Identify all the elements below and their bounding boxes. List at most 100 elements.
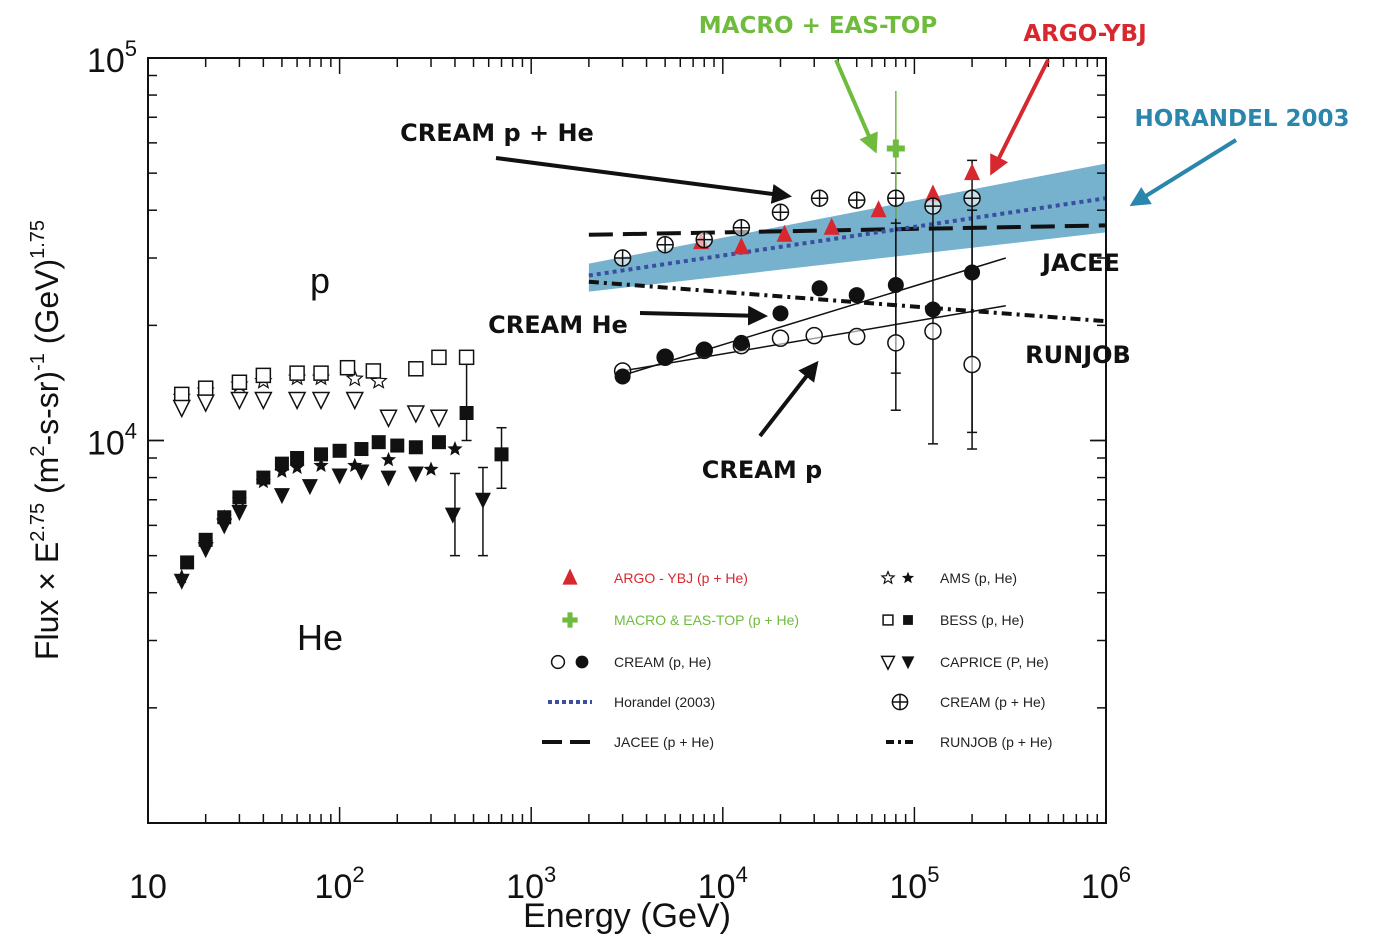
cream-p-he-open-point [847, 327, 866, 346]
bess-p-he-open-point [408, 361, 424, 377]
legend-label: CREAM (p, He) [614, 654, 711, 670]
ams-p-he-filled-point [423, 461, 439, 476]
cream-p-he--point [771, 203, 790, 222]
line-runjob-p-he- [588, 279, 1107, 324]
line-horandel-2003- [588, 196, 1107, 278]
bess-p-he-filled-point [332, 443, 347, 458]
cream-p-he-filled-point [614, 368, 631, 385]
arrow-cream-p-he [495, 156, 792, 204]
region-label-p: p [310, 260, 330, 301]
argo-ybj-p-he--point [776, 224, 793, 242]
argo-ybj-p-he--point [823, 217, 840, 235]
legend-label: BESS (p, He) [940, 612, 1024, 628]
caprice-p-he-open-point [172, 399, 191, 419]
legend-label: RUNJOB (p + He) [940, 734, 1052, 750]
legend-label: Horandel (2003) [614, 694, 715, 710]
caprice-p-he-filled-point [231, 505, 248, 522]
cream-p-he--point [924, 197, 942, 215]
annotation-arrows [495, 59, 1238, 438]
bess-p-he-filled-point [408, 440, 423, 455]
caprice-p-he-open-point [311, 391, 331, 411]
legend-symbol [562, 612, 578, 628]
bess-p-he-filled-point [354, 442, 369, 457]
argo-ybj-p-he--point [870, 200, 887, 218]
legend-label: MACRO & EAS-TOP (p + He) [614, 612, 799, 628]
cream-p-he-filled-point [657, 349, 674, 366]
annotation-macro-eas-top: MACRO + EAS-TOP [699, 13, 937, 39]
annotation-jacee: JACEE [1040, 249, 1120, 277]
arrow-macro [834, 59, 878, 154]
axis-ticks-layer [147, 57, 1107, 824]
y-tick-label: 105 [87, 36, 137, 80]
line-jacee-p-he- [588, 223, 1107, 237]
argo-ybj-p-he--point [924, 184, 941, 202]
macro-eas-top-p-he--point [886, 139, 905, 158]
cream-p-he--point [656, 235, 674, 254]
caprice-p-he-filled-point [407, 466, 424, 483]
bess-p-he-open-point [365, 363, 382, 379]
arrow-cream-he [639, 305, 768, 326]
bess-p-he-open-point [255, 367, 272, 384]
bess-p-he-open-point [197, 380, 214, 396]
legend-label: JACEE (p + He) [614, 734, 714, 750]
cream-p-he-filled-point [848, 287, 865, 304]
caprice-p-he-open-point [287, 391, 307, 411]
caprice-p-he-filled-point [380, 470, 397, 487]
annotation-cream-he: CREAM He [488, 311, 628, 339]
horandel-band [588, 163, 1106, 292]
caprice-p-he-filled-point [216, 518, 233, 535]
cream-p-he-filled-point [887, 276, 904, 293]
arrow-cream-p [758, 360, 819, 438]
bess-p-he-filled-point [371, 435, 386, 450]
caprice-p-he-filled-point [197, 542, 214, 559]
cream-p-he--point [810, 189, 829, 207]
cream-p-he-open-point [963, 355, 981, 374]
cream-p-he-open-point [887, 334, 905, 352]
caprice-p-he-open-point [196, 394, 215, 413]
region-label-he: He [297, 617, 343, 658]
cream-p-he-filled-point [964, 264, 981, 281]
legend-symbol [901, 656, 915, 670]
x-tick-label: 106 [1081, 862, 1131, 906]
x-tick-label: 103 [506, 862, 556, 906]
cream-p-he--point [887, 189, 905, 207]
ams-p-he-filled-point [313, 457, 329, 472]
x-tick-label: 105 [889, 862, 939, 906]
cream-p-he--point [695, 230, 713, 249]
ams-p-he-filled-point [447, 441, 463, 456]
caprice-p-he-filled-point [353, 464, 370, 481]
legend: ARGO - YBJ (p + He) MACRO & EAS-TOP (p + … [542, 568, 1052, 750]
x-tick-label: 104 [698, 862, 748, 906]
bess-p-he-open-point [231, 374, 248, 390]
line-fit-he [622, 257, 1007, 377]
caprice-p-he-open-point [230, 391, 249, 411]
y-tick-label: 104 [87, 419, 137, 463]
legend-symbol [882, 614, 894, 626]
legend-symbol [562, 568, 578, 585]
x-tick-label: 102 [315, 862, 365, 906]
caprice-p-he-filled-point [173, 573, 190, 590]
caprice-p-he-open-point [345, 391, 364, 411]
caprice-p-he-open-point [429, 409, 449, 428]
cream-p-he-filled-point [733, 334, 750, 351]
ams-p-he-open-point [345, 369, 364, 387]
caprice-p-he-filled-point [444, 507, 461, 524]
cream-p-he--point [847, 191, 866, 209]
legend-symbol [550, 654, 566, 670]
caprice-p-he-filled-point [273, 488, 290, 505]
bess-p-he-open-point [289, 365, 305, 381]
bess-p-he-open-point [173, 386, 190, 403]
cream-p-he-open-point [924, 322, 942, 341]
cream-p-he-filled-point [772, 305, 789, 322]
bess-p-he-filled-point [274, 456, 289, 471]
model-lines-layer [588, 196, 1107, 377]
annotation-horandel-2003: HORANDEL 2003 [1134, 106, 1349, 132]
cream-p-he--point [732, 218, 751, 237]
argo-ybj-p-he--point [964, 163, 981, 181]
annotation-runjob: RUNJOB [1025, 341, 1131, 369]
bess-p-he-open-point [339, 359, 356, 376]
caprice-p-he-filled-point [301, 479, 318, 496]
cream-p-he-filled-point [811, 280, 828, 297]
caprice-p-he-filled-point [474, 492, 491, 509]
